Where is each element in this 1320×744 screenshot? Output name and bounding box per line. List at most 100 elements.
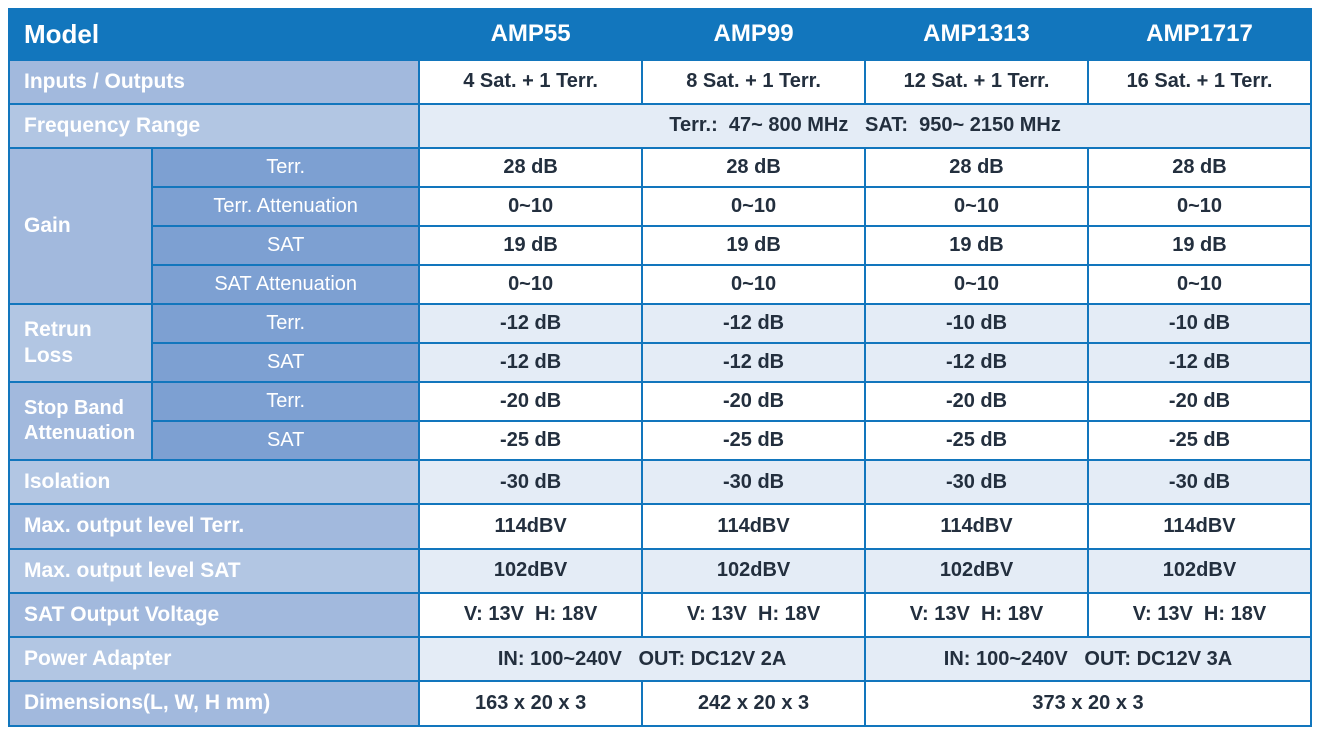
label-gain: Gain (9, 148, 152, 304)
cell: 19 dB (1088, 226, 1311, 265)
cell: -30 dB (1088, 460, 1311, 504)
cell: 114dBV (642, 504, 865, 548)
cell: 114dBV (865, 504, 1088, 548)
cell: -30 dB (865, 460, 1088, 504)
row-gain-sat: SAT 19 dB 19 dB 19 dB 19 dB (9, 226, 1311, 265)
sub-stopband-sat: SAT (152, 421, 419, 460)
cell: -12 dB (419, 304, 642, 343)
cell: 102dBV (642, 549, 865, 593)
cell: 19 dB (419, 226, 642, 265)
cell: 0~10 (865, 265, 1088, 304)
row-gain-sat-att: SAT Attenuation 0~10 0~10 0~10 0~10 (9, 265, 1311, 304)
cell: V: 13V H: 18V (642, 593, 865, 637)
sub-gain-sat: SAT (152, 226, 419, 265)
row-max-out-sat: Max. output level SAT 102dBV 102dBV 102d… (9, 549, 1311, 593)
cell: 102dBV (419, 549, 642, 593)
row-stopband-terr: Stop Band Attenuation Terr. -20 dB -20 d… (9, 382, 1311, 421)
row-power-adapter: Power Adapter IN: 100~240V OUT: DC12V 2A… (9, 637, 1311, 681)
cell-freq-range: Terr.: 47~ 800 MHz SAT: 950~ 2150 MHz (419, 104, 1311, 148)
cell: 28 dB (642, 148, 865, 187)
label-return-loss: Retrun Loss (9, 304, 152, 382)
label-stop-band: Stop Band Attenuation (9, 382, 152, 460)
cell: 0~10 (419, 187, 642, 226)
cell: V: 13V H: 18V (419, 593, 642, 637)
header-col-3: AMP1717 (1088, 9, 1311, 60)
cell: -30 dB (419, 460, 642, 504)
header-model: Model (9, 9, 419, 60)
cell: -20 dB (865, 382, 1088, 421)
sub-gain-terr: Terr. (152, 148, 419, 187)
sub-returnloss-terr: Terr. (152, 304, 419, 343)
cell: IN: 100~240V OUT: DC12V 3A (865, 637, 1311, 681)
row-returnloss-sat: SAT -12 dB -12 dB -12 dB -12 dB (9, 343, 1311, 382)
cell: 102dBV (1088, 549, 1311, 593)
row-sat-out-voltage: SAT Output Voltage V: 13V H: 18V V: 13V … (9, 593, 1311, 637)
row-inputs-outputs: Inputs / Outputs 4 Sat. + 1 Terr. 8 Sat.… (9, 60, 1311, 104)
cell: 0~10 (419, 265, 642, 304)
cell: 114dBV (419, 504, 642, 548)
header-col-2: AMP1313 (865, 9, 1088, 60)
cell: -25 dB (642, 421, 865, 460)
cell: -20 dB (642, 382, 865, 421)
cell: 16 Sat. + 1 Terr. (1088, 60, 1311, 104)
cell: -12 dB (1088, 343, 1311, 382)
label-freq-range: Frequency Range (9, 104, 419, 148)
cell: 242 x 20 x 3 (642, 681, 865, 725)
label-isolation: Isolation (9, 460, 419, 504)
row-isolation: Isolation -30 dB -30 dB -30 dB -30 dB (9, 460, 1311, 504)
cell: 0~10 (642, 187, 865, 226)
label-inputs-outputs: Inputs / Outputs (9, 60, 419, 104)
cell: 19 dB (642, 226, 865, 265)
cell: -10 dB (1088, 304, 1311, 343)
spec-table: Model AMP55 AMP99 AMP1313 AMP1717 Inputs… (8, 8, 1312, 727)
row-returnloss-terr: Retrun Loss Terr. -12 dB -12 dB -10 dB -… (9, 304, 1311, 343)
cell: -20 dB (1088, 382, 1311, 421)
cell: 8 Sat. + 1 Terr. (642, 60, 865, 104)
cell: V: 13V H: 18V (865, 593, 1088, 637)
cell: 28 dB (419, 148, 642, 187)
label-dimensions: Dimensions(L, W, H mm) (9, 681, 419, 725)
cell: -12 dB (865, 343, 1088, 382)
cell: 373 x 20 x 3 (865, 681, 1311, 725)
cell: 4 Sat. + 1 Terr. (419, 60, 642, 104)
cell: 0~10 (1088, 265, 1311, 304)
sub-returnloss-sat: SAT (152, 343, 419, 382)
sub-gain-sat-att: SAT Attenuation (152, 265, 419, 304)
label-sat-out-voltage: SAT Output Voltage (9, 593, 419, 637)
cell: -12 dB (642, 343, 865, 382)
cell: 28 dB (1088, 148, 1311, 187)
label-max-out-sat: Max. output level SAT (9, 549, 419, 593)
sub-gain-terr-att: Terr. Attenuation (152, 187, 419, 226)
cell: -30 dB (642, 460, 865, 504)
header-row: Model AMP55 AMP99 AMP1313 AMP1717 (9, 9, 1311, 60)
row-stopband-sat: SAT -25 dB -25 dB -25 dB -25 dB (9, 421, 1311, 460)
header-col-0: AMP55 (419, 9, 642, 60)
header-col-1: AMP99 (642, 9, 865, 60)
cell: -20 dB (419, 382, 642, 421)
cell: 163 x 20 x 3 (419, 681, 642, 725)
row-max-out-terr: Max. output level Terr. 114dBV 114dBV 11… (9, 504, 1311, 548)
cell: 114dBV (1088, 504, 1311, 548)
cell: IN: 100~240V OUT: DC12V 2A (419, 637, 865, 681)
cell: -10 dB (865, 304, 1088, 343)
row-gain-terr-att: Terr. Attenuation 0~10 0~10 0~10 0~10 (9, 187, 1311, 226)
cell: 0~10 (1088, 187, 1311, 226)
cell: 19 dB (865, 226, 1088, 265)
cell: 102dBV (865, 549, 1088, 593)
row-dimensions: Dimensions(L, W, H mm) 163 x 20 x 3 242 … (9, 681, 1311, 725)
cell: -25 dB (865, 421, 1088, 460)
cell: 12 Sat. + 1 Terr. (865, 60, 1088, 104)
cell: -25 dB (419, 421, 642, 460)
cell: -12 dB (419, 343, 642, 382)
row-freq-range: Frequency Range Terr.: 47~ 800 MHz SAT: … (9, 104, 1311, 148)
cell: 0~10 (865, 187, 1088, 226)
label-max-out-terr: Max. output level Terr. (9, 504, 419, 548)
row-gain-terr: Gain Terr. 28 dB 28 dB 28 dB 28 dB (9, 148, 1311, 187)
cell: -12 dB (642, 304, 865, 343)
cell: 28 dB (865, 148, 1088, 187)
sub-stopband-terr: Terr. (152, 382, 419, 421)
cell: -25 dB (1088, 421, 1311, 460)
cell: 0~10 (642, 265, 865, 304)
cell: V: 13V H: 18V (1088, 593, 1311, 637)
label-power-adapter: Power Adapter (9, 637, 419, 681)
